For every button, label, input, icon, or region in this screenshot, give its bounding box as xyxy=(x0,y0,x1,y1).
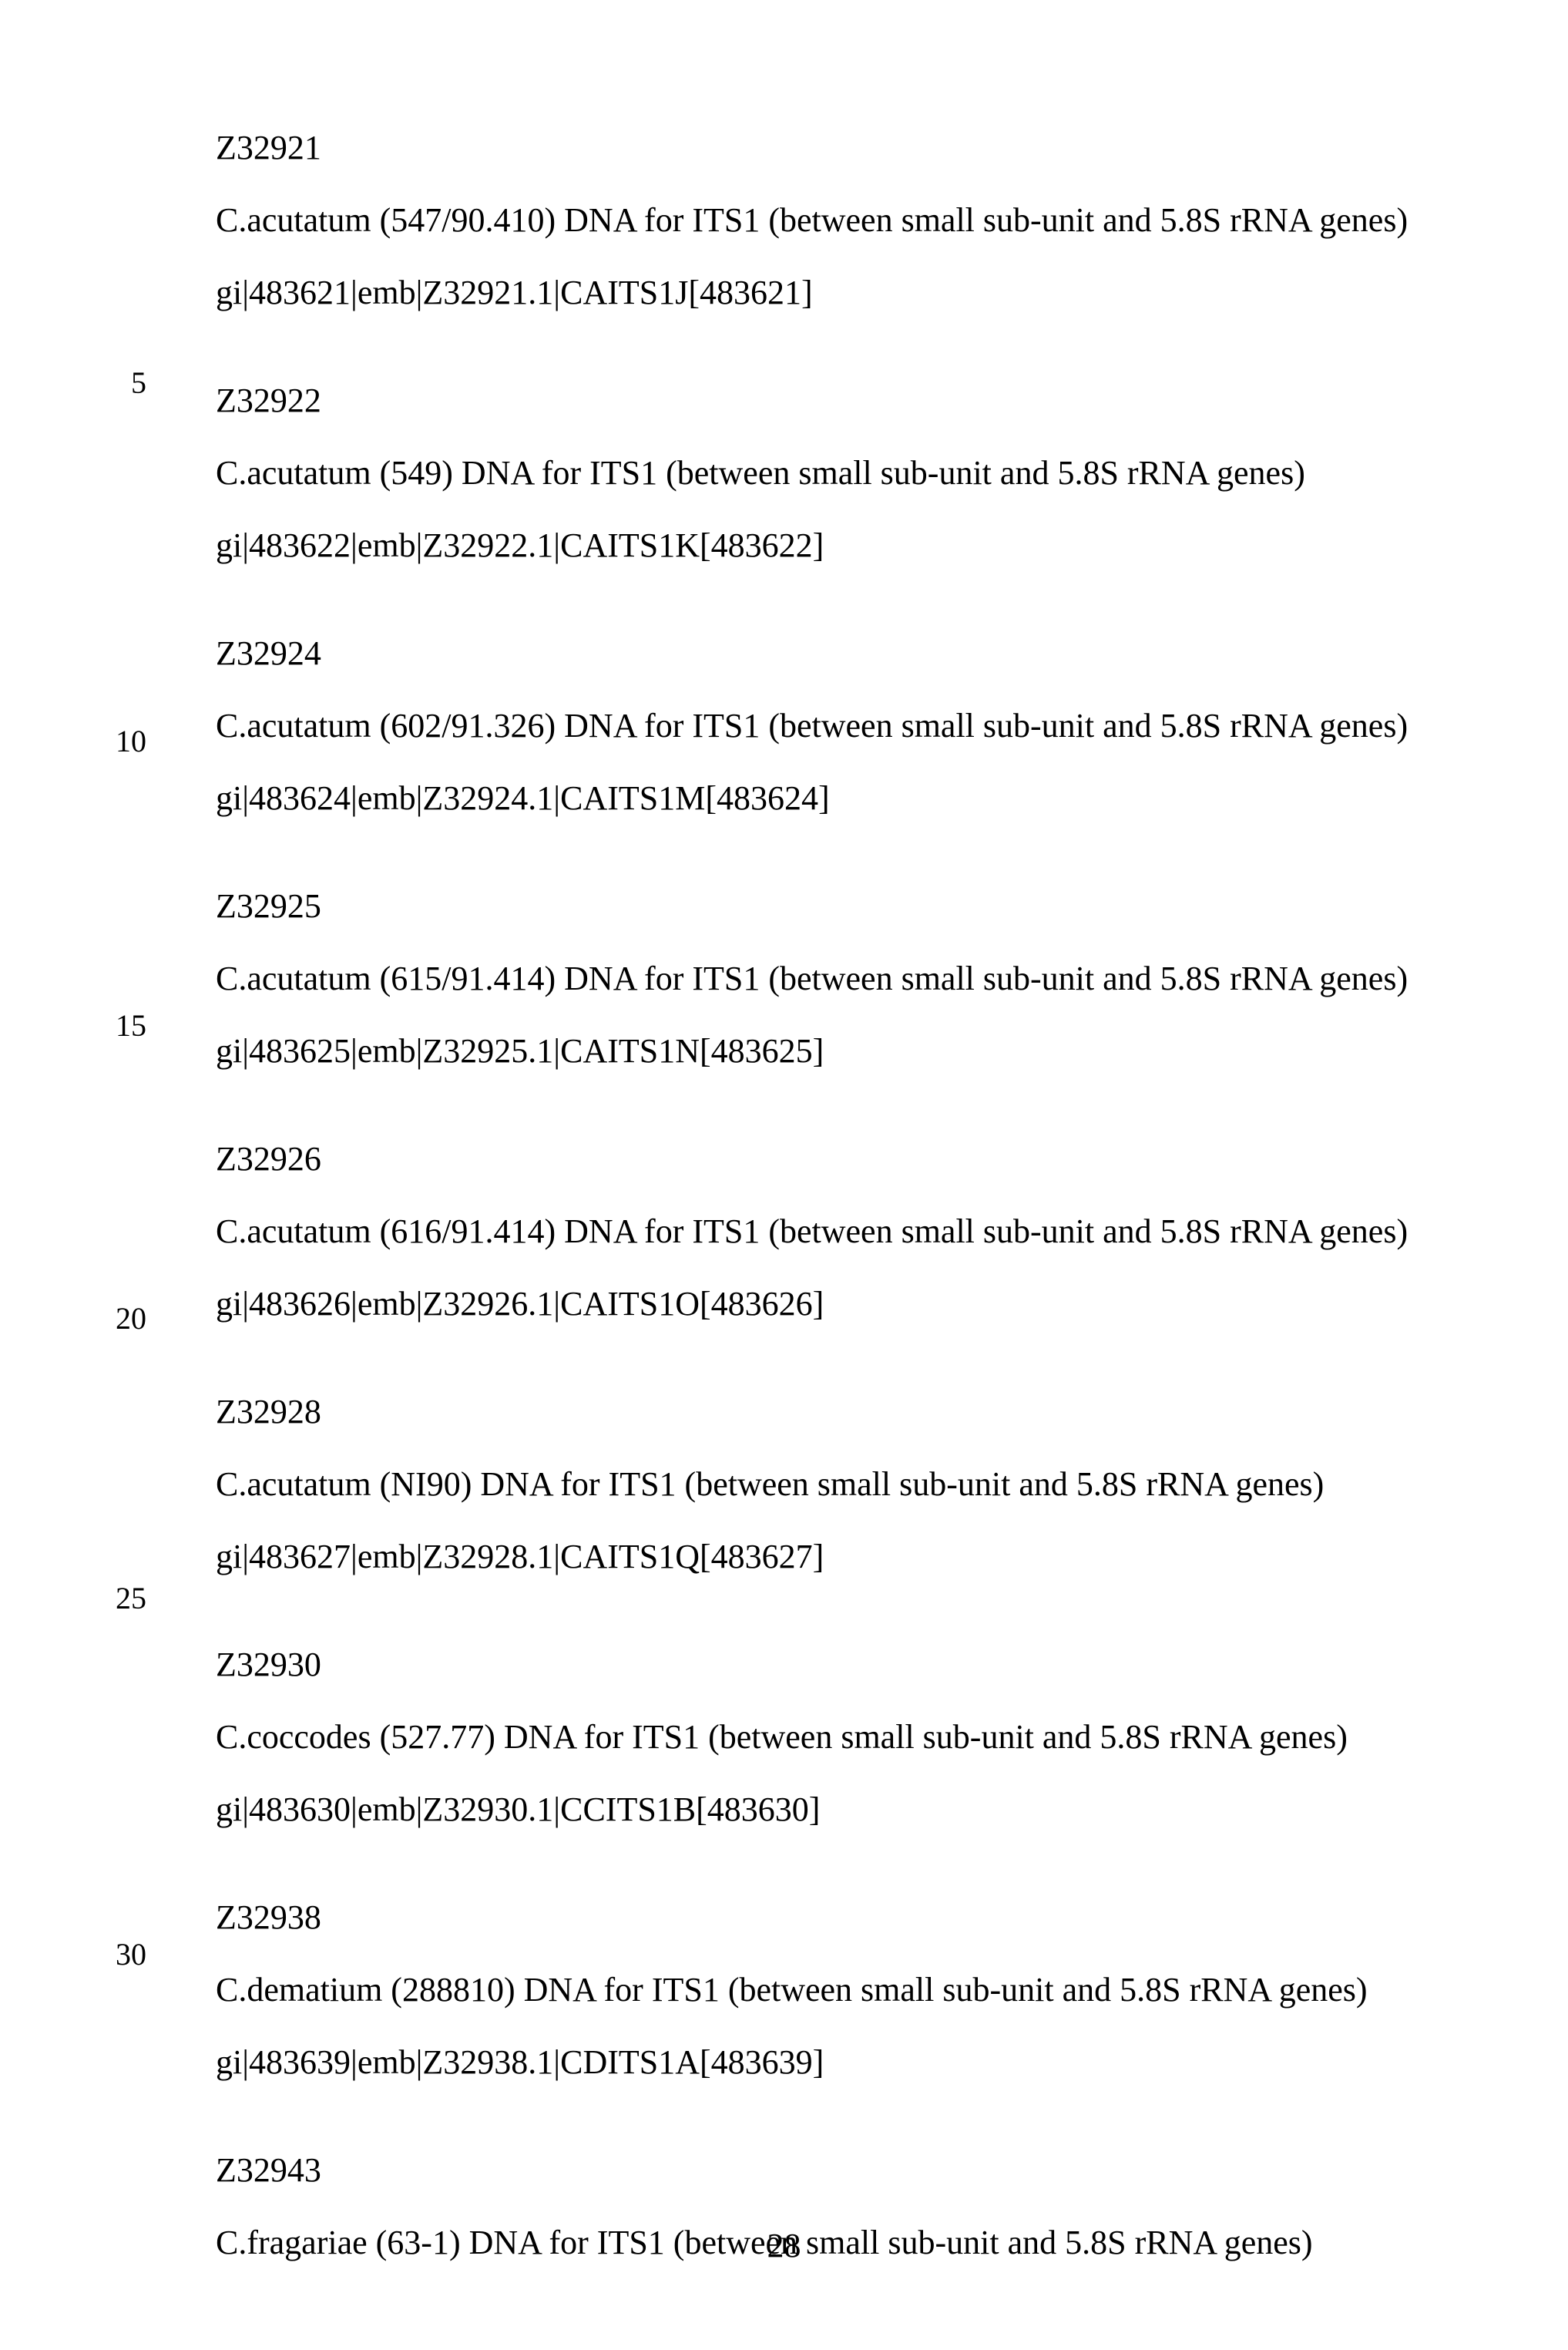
line-number: 20 xyxy=(100,1303,146,1334)
sequence-entry: Z32922 C.acutatum (549) DNA for ITS1 (be… xyxy=(216,384,1452,563)
sequence-entry: Z32925 C.acutatum (615/91.414) DNA for I… xyxy=(216,889,1452,1068)
entry-description: C.acutatum (547/90.410) DNA for ITS1 (be… xyxy=(216,203,1452,237)
entry-gi-line: gi|483630|emb|Z32930.1|CCITS1B[483630] xyxy=(216,1793,1452,1827)
page-number: 28 xyxy=(0,2226,1568,2265)
accession-number: Z32938 xyxy=(216,1901,1452,1935)
accession-number: Z32928 xyxy=(216,1395,1452,1429)
line-number: 5 xyxy=(100,368,146,398)
sequence-entry: Z32930 C.coccodes (527.77) DNA for ITS1 … xyxy=(216,1648,1452,1827)
sequence-entry: Z32921 C.acutatum (547/90.410) DNA for I… xyxy=(216,131,1452,310)
line-number: 15 xyxy=(100,1010,146,1041)
entry-gi-line: gi|483621|emb|Z32921.1|CAITS1J[483621] xyxy=(216,276,1452,310)
entry-description: C.dematium (288810) DNA for ITS1 (betwee… xyxy=(216,1973,1452,2007)
entry-description: C.acutatum (602/91.326) DNA for ITS1 (be… xyxy=(216,709,1452,743)
entry-gi-line: gi|483622|emb|Z32922.1|CAITS1K[483622] xyxy=(216,529,1452,563)
accession-number: Z32930 xyxy=(216,1648,1452,1682)
accession-number: Z32926 xyxy=(216,1142,1452,1176)
entry-gi-line: gi|483627|emb|Z32928.1|CAITS1Q[483627] xyxy=(216,1540,1452,1574)
accession-number: Z32943 xyxy=(216,2153,1452,2187)
line-number: 25 xyxy=(100,1583,146,1614)
sequence-entry: Z32938 C.dematium (288810) DNA for ITS1 … xyxy=(216,1901,1452,2079)
entry-gi-line: gi|483639|emb|Z32938.1|CDITS1A[483639] xyxy=(216,2046,1452,2079)
accession-number: Z32922 xyxy=(216,384,1452,418)
line-number: 30 xyxy=(100,1939,146,1970)
entry-gi-line: gi|483624|emb|Z32924.1|CAITS1M[483624] xyxy=(216,782,1452,815)
sequence-entry: Z32924 C.acutatum (602/91.326) DNA for I… xyxy=(216,637,1452,815)
entry-description: C.acutatum (549) DNA for ITS1 (between s… xyxy=(216,456,1452,490)
line-number: 10 xyxy=(100,726,146,757)
entry-description: C.coccodes (527.77) DNA for ITS1 (betwee… xyxy=(216,1720,1452,1754)
page: 5 10 15 20 25 30 Z32921 C.acutatum (547/… xyxy=(0,0,1568,2350)
entry-description: C.acutatum (616/91.414) DNA for ITS1 (be… xyxy=(216,1215,1452,1249)
document-content: Z32921 C.acutatum (547/90.410) DNA for I… xyxy=(216,131,1452,2260)
entry-description: C.acutatum (NI90) DNA for ITS1 (between … xyxy=(216,1467,1452,1501)
sequence-entry: Z32928 C.acutatum (NI90) DNA for ITS1 (b… xyxy=(216,1395,1452,1574)
sequence-entry: Z32926 C.acutatum (616/91.414) DNA for I… xyxy=(216,1142,1452,1321)
accession-number: Z32924 xyxy=(216,637,1452,671)
accession-number: Z32921 xyxy=(216,131,1452,165)
accession-number: Z32925 xyxy=(216,889,1452,923)
entry-description: C.acutatum (615/91.414) DNA for ITS1 (be… xyxy=(216,962,1452,996)
entry-gi-line: gi|483626|emb|Z32926.1|CAITS1O[483626] xyxy=(216,1287,1452,1321)
entry-gi-line: gi|483625|emb|Z32925.1|CAITS1N[483625] xyxy=(216,1034,1452,1068)
